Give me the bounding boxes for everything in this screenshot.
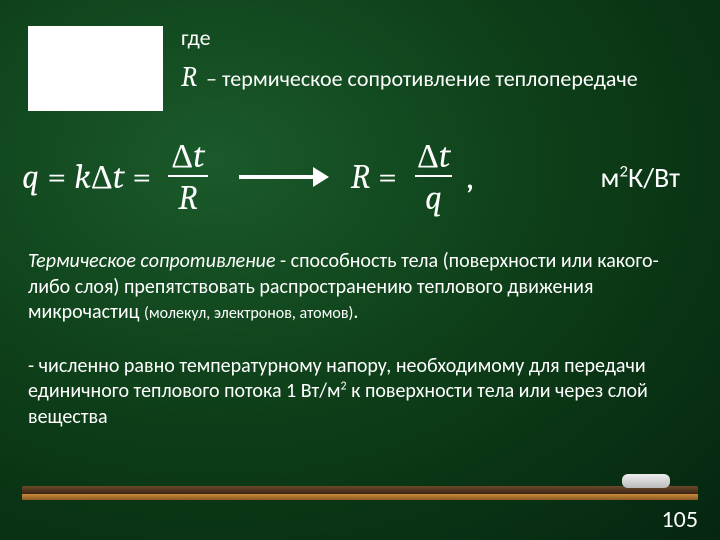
definition-term: Термическое сопротивление [28, 249, 276, 273]
r-definition-line: R – термическое сопротивление теплоперед… [181, 61, 692, 93]
frac-den-2: q [415, 175, 452, 215]
arrow-icon [239, 167, 329, 187]
unit-m: м [601, 160, 620, 195]
r-symbol: R [181, 61, 197, 93]
placeholder-box [28, 26, 163, 111]
frac-den-1: R [168, 175, 208, 215]
formula-right: R = Δt q , [351, 139, 474, 215]
var-k: k [74, 157, 91, 197]
r-definition-text: – термическое сопротивление теплопередач… [201, 65, 638, 92]
eq-1: = [47, 157, 66, 197]
eq-2: = [132, 157, 151, 197]
unit-exp: 2 [619, 160, 628, 181]
unit-rest: К/Вт [628, 160, 680, 195]
chalk-tray [0, 486, 720, 504]
unit-label: м2К/Вт [601, 160, 680, 195]
second-paragraph: - численно равно температурному напору, … [0, 348, 720, 431]
eq-3: = [378, 157, 397, 197]
where-label: где [181, 24, 692, 51]
var-t-1: t [113, 157, 125, 197]
page-number: 105 [662, 505, 699, 534]
var-R: R [351, 157, 371, 197]
fraction-1: Δt R [165, 139, 210, 215]
formula-left: q = k Δ t = Δt R [22, 139, 217, 215]
header-row: где R – термическое сопротивление теплоп… [0, 0, 720, 111]
eraser-icon [622, 474, 670, 488]
frac-num-2: Δt [411, 139, 456, 175]
definition-dot: . [353, 300, 358, 324]
header-text-block: где R – термическое сопротивление теплоп… [181, 20, 692, 93]
definition-paragraph: Термическое сопротивление - способность … [0, 243, 720, 326]
frac-num-1: Δt [165, 139, 210, 175]
definition-note: (молекул, электронов, атомов) [144, 304, 353, 323]
delta-1: Δ [91, 157, 113, 197]
fraction-2: Δt q [411, 139, 456, 215]
formula-row: q = k Δ t = Δt R R = Δt q , м2К/Вт [0, 111, 720, 243]
var-q: q [22, 157, 39, 197]
comma: , [466, 157, 473, 197]
